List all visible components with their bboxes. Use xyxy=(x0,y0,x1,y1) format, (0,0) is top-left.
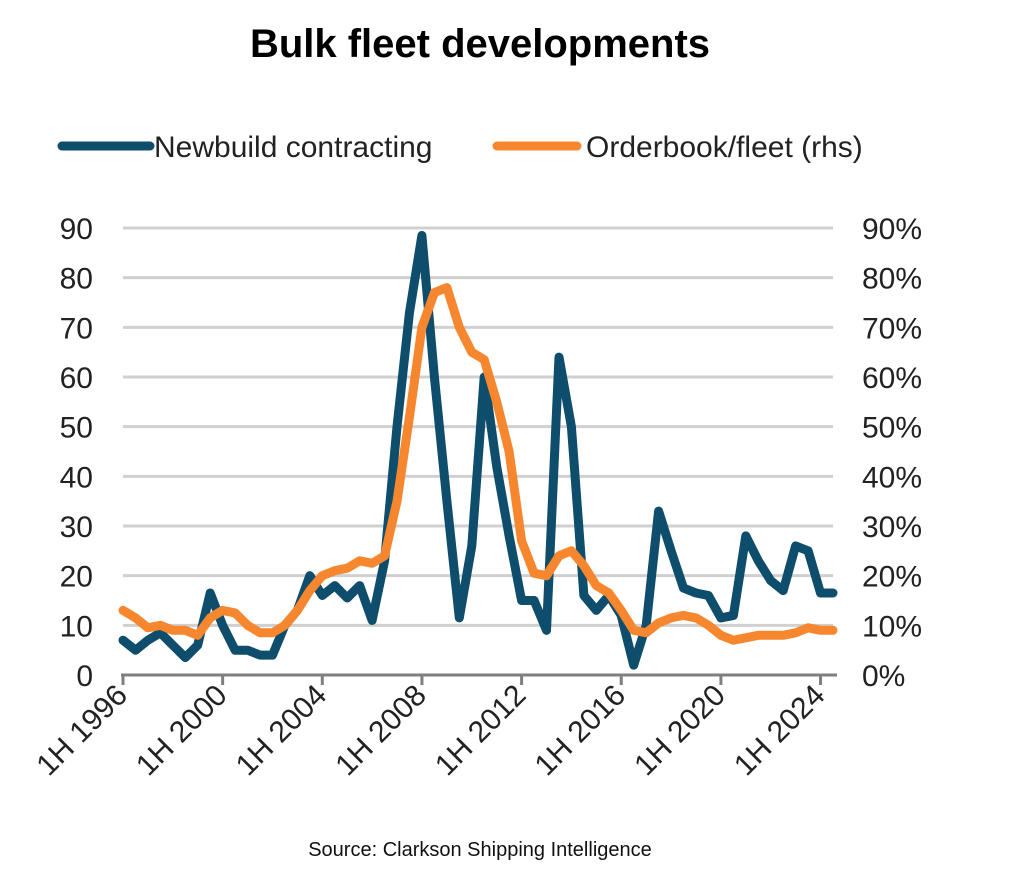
y-right-tick-label: 90% xyxy=(862,213,922,246)
series-line-newbuild-contracting xyxy=(118,230,838,670)
y-right-tick-label: 80% xyxy=(862,263,922,296)
y-left-tick-label: 40 xyxy=(60,461,93,494)
y-left-tick-label: 90 xyxy=(60,213,93,246)
x-tick-label: 1H 2024 xyxy=(728,679,832,783)
legend-label-orderbook: Orderbook/fleet (rhs) xyxy=(586,131,863,164)
y-left-tick-label: 50 xyxy=(60,412,93,445)
series-line-orderbook-fleet xyxy=(118,283,838,645)
y-right-tick-label: 40% xyxy=(862,461,922,494)
legend: Newbuild contracting Orderbook/fleet (rh… xyxy=(57,131,863,164)
series-lines xyxy=(118,230,838,670)
y-right-tick-label: 10% xyxy=(862,610,922,643)
y-right-tick-label: 50% xyxy=(862,412,922,445)
y-right-tick-label: 30% xyxy=(862,511,922,544)
y-left-tick-labels: 0 10 20 30 40 50 60 70 80 90 xyxy=(60,213,93,693)
x-tick-label: 1H 2012 xyxy=(429,679,533,783)
axes xyxy=(121,673,837,685)
source-note: Source: Clarkson Shipping Intelligence xyxy=(308,839,652,861)
y-right-tick-label: 20% xyxy=(862,561,922,594)
x-tick-label: 1H 2016 xyxy=(529,679,633,783)
y-right-tick-label: 70% xyxy=(862,312,922,345)
y-left-tick-label: 20 xyxy=(60,561,93,594)
x-tick-label: 1H 2000 xyxy=(130,679,234,783)
x-tick-label: 1H 1996 xyxy=(30,679,134,783)
y-left-tick-label: 10 xyxy=(60,610,93,643)
y-left-tick-label: 30 xyxy=(60,511,93,544)
y-left-tick-label: 60 xyxy=(60,362,93,395)
y-right-tick-labels: 0% 10% 20% 30% 40% 50% 60% 70% 80% 90% xyxy=(862,213,922,693)
x-tick-label: 1H 2008 xyxy=(329,679,433,783)
x-tick-label: 1H 2004 xyxy=(230,679,334,783)
y-left-tick-label: 0 xyxy=(76,660,93,693)
legend-label-newbuild: Newbuild contracting xyxy=(154,131,432,164)
y-left-tick-label: 80 xyxy=(60,263,93,296)
chart-title: Bulk fleet developments xyxy=(249,22,711,66)
y-left-tick-label: 70 xyxy=(60,312,93,345)
x-tick-label: 1H 2020 xyxy=(628,679,732,783)
y-right-tick-label: 0% xyxy=(862,660,905,693)
y-right-tick-label: 60% xyxy=(862,362,922,395)
